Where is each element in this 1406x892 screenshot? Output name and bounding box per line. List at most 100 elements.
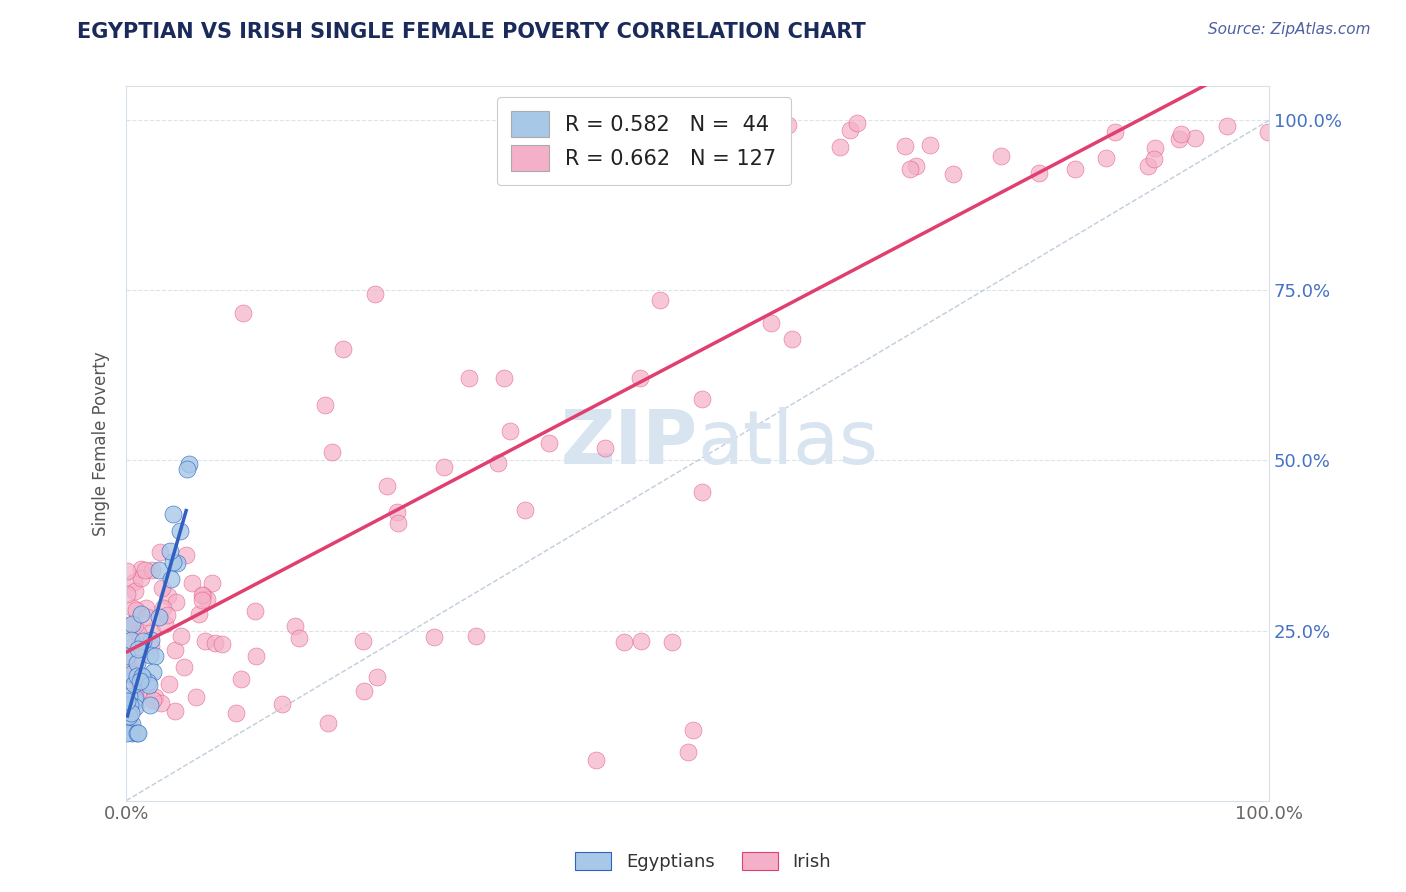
Point (141, 640, 163, 654)
Y-axis label: Single Female Poverty: Single Female Poverty (93, 351, 110, 536)
Point (1136, 159, 1159, 173)
Point (138, 678, 160, 692)
Point (316, 716, 339, 731)
Point (125, 725, 148, 739)
Point (364, 286, 387, 301)
Point (162, 507, 184, 521)
Point (143, 690, 166, 704)
Point (321, 445, 343, 459)
Point (122, 671, 145, 685)
Point (117, 662, 139, 676)
Point (132, 670, 155, 684)
Point (375, 479, 398, 493)
Point (125, 602, 148, 616)
Point (127, 656, 149, 670)
Point (138, 648, 160, 663)
Point (353, 683, 375, 698)
Point (190, 589, 212, 603)
Point (576, 166, 599, 180)
Point (117, 660, 139, 674)
Point (537, 436, 560, 450)
Point (761, 316, 783, 330)
Point (499, 424, 522, 438)
Point (661, 635, 683, 649)
Point (195, 591, 218, 606)
Point (387, 505, 409, 519)
Point (121, 640, 143, 654)
Point (118, 719, 141, 733)
Point (141, 632, 163, 647)
Point (129, 607, 152, 621)
Point (157, 589, 180, 603)
Point (127, 725, 149, 739)
Point (117, 665, 139, 680)
Point (124, 688, 146, 702)
Point (423, 630, 446, 644)
Point (211, 637, 233, 651)
Point (131, 669, 153, 683)
Point (165, 704, 187, 718)
Point (245, 648, 267, 663)
Point (121, 725, 143, 739)
Text: ZIP: ZIP (561, 407, 697, 480)
Point (630, 634, 652, 648)
Point (142, 693, 165, 707)
Point (125, 669, 148, 683)
Point (457, 370, 479, 384)
Point (720, 117, 742, 131)
Point (127, 685, 149, 699)
Point (780, 332, 803, 346)
Point (433, 459, 456, 474)
Point (1168, 132, 1191, 146)
Point (1257, 125, 1279, 139)
Point (135, 600, 157, 615)
Point (117, 587, 139, 601)
Point (676, 745, 699, 759)
Point (150, 696, 173, 710)
Point (122, 692, 145, 706)
Point (898, 161, 921, 176)
Point (117, 565, 139, 579)
Point (640, 122, 662, 136)
Point (173, 660, 195, 674)
Point (613, 635, 636, 649)
Point (141, 564, 163, 578)
Point (1095, 151, 1118, 165)
Point (643, 122, 665, 136)
Point (120, 632, 142, 647)
Point (166, 556, 188, 570)
Point (139, 698, 162, 713)
Point (165, 643, 187, 657)
Point (118, 708, 141, 723)
Point (122, 575, 145, 590)
Point (717, 154, 740, 169)
Legend: R = 0.582   N =  44, R = 0.662   N = 127: R = 0.582 N = 44, R = 0.662 N = 127 (496, 96, 792, 186)
Point (942, 167, 965, 181)
Point (690, 392, 713, 407)
Point (149, 545, 172, 559)
Point (115, 701, 138, 715)
Point (828, 140, 851, 154)
Point (115, 694, 138, 708)
Point (155, 617, 177, 632)
Point (1215, 119, 1237, 133)
Point (191, 588, 214, 602)
Point (513, 503, 536, 517)
Point (352, 634, 374, 648)
Point (628, 371, 651, 385)
Point (152, 601, 174, 615)
Point (142, 665, 165, 679)
Point (115, 725, 138, 739)
Point (585, 753, 607, 767)
Point (121, 717, 143, 731)
Point (332, 343, 354, 357)
Point (159, 543, 181, 558)
Point (121, 616, 143, 631)
Point (492, 371, 515, 385)
Point (894, 139, 917, 153)
Point (690, 484, 713, 499)
Point (845, 116, 868, 130)
Point (118, 698, 141, 712)
Point (128, 674, 150, 689)
Point (180, 576, 202, 591)
